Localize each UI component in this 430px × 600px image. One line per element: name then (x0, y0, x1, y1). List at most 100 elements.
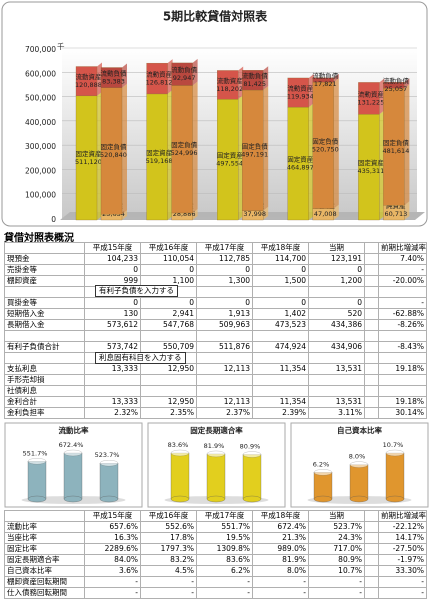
data-label: 481,614 (382, 147, 409, 155)
segment-name: 固定資産 (358, 158, 385, 167)
cell (364, 319, 379, 331)
segment-name: 固定負債 (242, 141, 269, 150)
cylinder (242, 451, 262, 503)
cell (378, 286, 427, 298)
table-row (4, 352, 427, 364)
cylinder-part (27, 458, 47, 465)
cell: - (252, 576, 309, 588)
cell (378, 330, 427, 342)
bar-side (192, 58, 198, 86)
table-row: 金利負担率 2.32% 2.35% 2.37% 2.39% 3.11% 30.14% (4, 407, 427, 419)
segment-name: 固定資産 (146, 148, 173, 157)
cell: 19.18% (378, 396, 427, 408)
cell: 19.18% (378, 363, 427, 375)
cell: 104,233 (84, 253, 141, 265)
bar-side (122, 83, 127, 215)
data-label: 551.7% (23, 449, 48, 457)
y-tick-label: 600,000 (25, 69, 56, 78)
cell: 33.30% (378, 565, 427, 577)
cell (364, 275, 379, 287)
table-row: 金利合計 13,333 12,950 12,113 11,354 13,531 19.18% (4, 396, 427, 408)
row-label: 現預金 (4, 253, 85, 265)
cylinder-part (385, 449, 405, 457)
cylinder-part (206, 450, 226, 458)
segment-name: 固定負債 (101, 142, 128, 151)
cell: -27.50% (378, 543, 427, 555)
cell: 12,113 (196, 396, 253, 408)
cell: 16.3% (84, 532, 141, 544)
data-label: 520,750 (312, 145, 339, 153)
bar-side (192, 208, 198, 220)
table-row: 長期借入金 573,612 547,768 509,963 473,523 434,386… (4, 319, 427, 331)
bar-side (238, 66, 244, 100)
cylinder (349, 461, 369, 503)
cylinder-part (63, 495, 83, 503)
cell (364, 286, 379, 298)
segment-name: 流動負債 (312, 71, 339, 80)
data-label: 8.0% (349, 453, 366, 461)
cell (364, 587, 379, 599)
mini-title: 固定長期適合率 (190, 425, 243, 435)
callout: 有利子負債を入力する (95, 285, 178, 297)
cell: 11,354 (252, 363, 309, 375)
cell (364, 385, 379, 397)
cell: 2,941 (140, 308, 197, 320)
bar-segment (312, 77, 334, 83)
cell: -20.00% (378, 275, 427, 287)
table-row: 売掛金等 0 0 0 0 0- (4, 264, 427, 276)
row-label: 金利負担率 (4, 407, 85, 419)
cell (196, 352, 253, 364)
cell: -1.97% (378, 554, 427, 566)
table-row: 流動比率 657.6% 552.6% 551.7% 672.4% 523.7% -22.12… (4, 521, 427, 533)
bar-side (379, 110, 385, 220)
cell: 13,531 (308, 396, 365, 408)
cell: 4.5% (140, 565, 197, 577)
cell: 0 (308, 264, 365, 276)
segment-name: 固定資産 (76, 149, 103, 158)
cell: 0 (252, 264, 309, 276)
cell: 1797.3% (140, 543, 197, 555)
cell: 114,700 (252, 253, 309, 265)
cell: 473,523 (252, 319, 309, 331)
column-header (364, 510, 379, 522)
cell: 434,386 (308, 319, 365, 331)
cell: 2.32% (84, 407, 141, 419)
cell: 30.14% (378, 407, 427, 419)
cell: - (140, 587, 197, 599)
chart-title: 5期比較貸借対照表 (163, 9, 268, 24)
bar-segment (146, 62, 168, 95)
cell (364, 330, 379, 342)
mini-title: 自己資本比率 (337, 425, 382, 435)
cell (364, 297, 379, 309)
cell: 0 (84, 297, 141, 309)
cell: 14.17% (378, 532, 427, 544)
row-label (4, 286, 85, 298)
row-label: 金利合計 (4, 396, 85, 408)
cell (364, 374, 379, 386)
cell: - (140, 576, 197, 588)
cell: 83.6% (196, 554, 253, 566)
cell (364, 554, 379, 566)
cell: 1,402 (252, 308, 309, 320)
data-label: 131,225 (357, 98, 384, 106)
row-label: 手形売却損 (4, 374, 85, 386)
cell (364, 253, 379, 265)
cell: 3.6% (84, 565, 141, 577)
row-label: 当座比率 (4, 532, 85, 544)
cell (364, 363, 379, 375)
segment-name: 流動負債 (171, 65, 198, 74)
cell (308, 385, 365, 397)
table-row: 短期借入金 130 2,941 1,913 1,402 520 -62.88% (4, 308, 427, 320)
data-label: 25,057 (385, 85, 408, 93)
cylinder-part (27, 495, 47, 503)
cell: 520 (308, 308, 365, 320)
data-label: 672.4% (59, 441, 84, 449)
cell: 2.35% (140, 407, 197, 419)
cell: 12,113 (196, 363, 253, 375)
cylinder-part (242, 451, 262, 458)
cell: - (378, 297, 427, 309)
segment-name: 流動資産 (76, 72, 103, 81)
table-row: 社債利息 (4, 385, 427, 397)
segment-name: 流動資産 (217, 76, 244, 85)
row-label: 短期借入金 (4, 308, 85, 320)
